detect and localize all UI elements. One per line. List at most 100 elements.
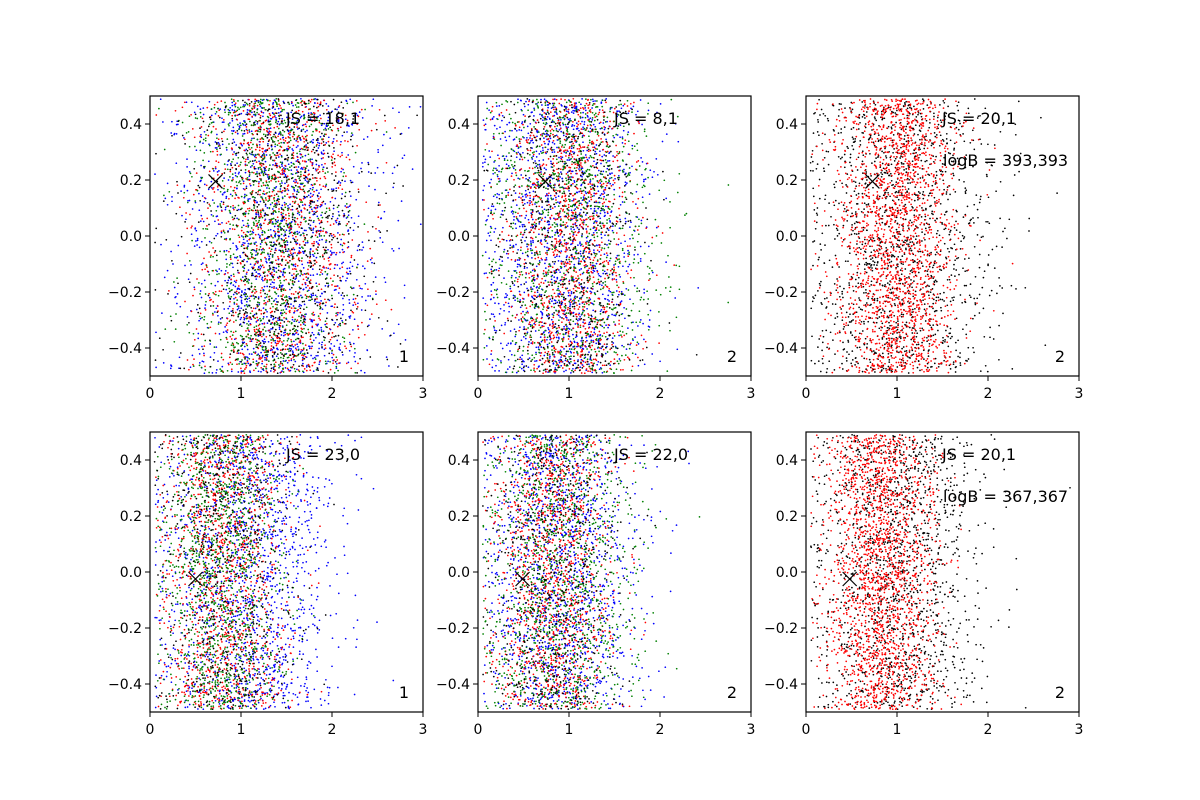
data-point xyxy=(325,239,328,242)
data-point xyxy=(304,135,307,138)
data-point xyxy=(242,280,245,282)
data-point xyxy=(312,311,315,314)
data-point xyxy=(352,101,354,104)
data-point xyxy=(307,112,310,115)
data-point xyxy=(543,137,545,139)
data-point xyxy=(331,356,334,359)
data-point xyxy=(267,142,269,145)
data-point xyxy=(644,178,647,180)
data-point xyxy=(389,334,392,337)
data-point xyxy=(304,355,307,358)
data-point xyxy=(201,345,203,348)
data-point xyxy=(226,331,228,334)
data-point xyxy=(326,167,328,169)
data-point xyxy=(213,346,216,348)
data-point xyxy=(216,133,218,136)
data-point xyxy=(349,204,352,206)
data-point xyxy=(311,173,314,176)
data-point xyxy=(295,139,298,142)
data-point xyxy=(257,99,260,102)
data-point xyxy=(322,246,325,249)
data-point xyxy=(239,255,241,257)
data-point xyxy=(515,204,518,206)
data-point xyxy=(357,191,360,193)
data-point xyxy=(232,126,235,129)
data-point xyxy=(289,349,292,352)
data-point xyxy=(231,101,234,104)
data-point xyxy=(318,144,321,147)
data-point xyxy=(329,224,332,226)
data-point xyxy=(347,273,350,275)
data-point xyxy=(251,310,254,312)
data-point xyxy=(247,158,249,160)
data-point xyxy=(233,297,235,300)
data-point xyxy=(335,171,337,173)
data-point xyxy=(341,313,344,316)
data-point xyxy=(356,123,359,125)
data-point xyxy=(208,371,210,374)
data-point xyxy=(292,149,294,152)
data-point xyxy=(345,217,348,219)
data-point xyxy=(229,211,231,214)
data-point xyxy=(360,167,362,170)
data-point xyxy=(169,315,172,318)
data-point xyxy=(309,251,311,253)
data-point xyxy=(361,162,363,164)
data-point xyxy=(260,178,262,180)
data-point xyxy=(229,193,232,196)
data-point xyxy=(303,191,306,194)
data-point xyxy=(244,169,247,171)
data-point xyxy=(302,315,305,318)
data-point xyxy=(379,237,382,239)
data-point xyxy=(269,220,271,223)
data-point xyxy=(321,341,324,344)
data-point xyxy=(183,367,186,370)
data-point xyxy=(249,230,252,233)
data-point xyxy=(254,254,257,256)
data-point xyxy=(353,222,356,225)
data-point xyxy=(304,171,307,174)
data-point xyxy=(526,136,528,139)
data-point xyxy=(344,118,347,121)
data-point xyxy=(255,156,257,159)
data-point xyxy=(250,306,253,309)
data-point xyxy=(231,132,234,135)
data-point xyxy=(272,244,275,246)
data-point xyxy=(386,230,388,232)
data-point xyxy=(519,306,522,309)
data-point xyxy=(214,290,217,293)
data-point xyxy=(173,286,176,289)
data-point xyxy=(300,130,303,132)
data-point xyxy=(171,196,173,198)
data-point xyxy=(361,287,363,290)
data-point xyxy=(315,248,318,250)
data-point xyxy=(236,209,239,212)
data-point xyxy=(213,106,216,109)
data-point xyxy=(301,160,304,162)
points-layer xyxy=(481,97,730,375)
data-point xyxy=(341,118,344,121)
data-point xyxy=(330,246,333,249)
data-point xyxy=(304,238,306,241)
data-point xyxy=(296,207,299,210)
data-point xyxy=(300,287,302,290)
data-point xyxy=(330,188,333,190)
data-point xyxy=(236,262,239,265)
data-point xyxy=(233,141,236,143)
data-point xyxy=(279,322,282,324)
data-point xyxy=(205,244,208,246)
data-point xyxy=(263,275,266,277)
data-point xyxy=(354,360,357,363)
data-point xyxy=(296,217,299,220)
data-point xyxy=(350,181,353,184)
data-point xyxy=(260,224,263,227)
data-point xyxy=(262,199,265,202)
data-point xyxy=(292,332,294,335)
data-point xyxy=(321,254,324,256)
data-point xyxy=(276,125,279,128)
data-point xyxy=(283,275,286,278)
data-point xyxy=(317,315,320,317)
data-point xyxy=(553,98,556,100)
data-point xyxy=(281,108,284,111)
data-point xyxy=(268,103,270,106)
